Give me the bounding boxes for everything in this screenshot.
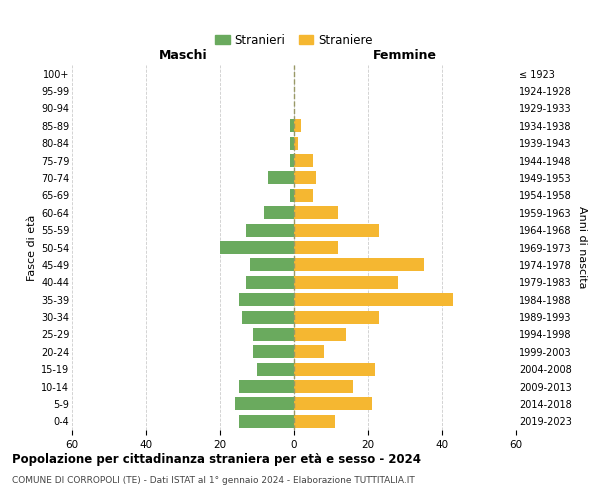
Bar: [250, 258, 294, 272]
Text: COMUNE DI CORROPOLI (TE) - Dati ISTAT al 1° gennaio 2024 - Elaborazione TUTTITAL: COMUNE DI CORROPOLI (TE) - Dati ISTAT al…: [12, 476, 415, 485]
Bar: [294, 346, 323, 358]
Bar: [239, 415, 294, 428]
Text: Femmine: Femmine: [373, 48, 437, 62]
Bar: [239, 380, 294, 393]
Bar: [294, 276, 398, 289]
Bar: [294, 172, 316, 184]
Bar: [257, 362, 294, 376]
Bar: [246, 224, 294, 236]
Bar: [294, 398, 372, 410]
Bar: [268, 172, 294, 184]
Bar: [242, 310, 294, 324]
Text: Maschi: Maschi: [158, 48, 208, 62]
Bar: [294, 258, 424, 272]
Y-axis label: Anni di nascita: Anni di nascita: [577, 206, 587, 289]
Bar: [290, 189, 294, 202]
Bar: [294, 206, 338, 220]
Bar: [294, 310, 379, 324]
Bar: [294, 362, 376, 376]
Bar: [294, 415, 335, 428]
Bar: [265, 206, 294, 220]
Legend: Stranieri, Straniere: Stranieri, Straniere: [211, 29, 377, 52]
Bar: [290, 154, 294, 167]
Bar: [294, 189, 313, 202]
Bar: [294, 380, 353, 393]
Bar: [294, 120, 301, 132]
Bar: [290, 120, 294, 132]
Bar: [290, 136, 294, 149]
Bar: [235, 398, 294, 410]
Bar: [220, 241, 294, 254]
Y-axis label: Fasce di età: Fasce di età: [26, 214, 37, 280]
Bar: [294, 328, 346, 341]
Bar: [246, 276, 294, 289]
Bar: [294, 136, 298, 149]
Bar: [253, 328, 294, 341]
Bar: [253, 346, 294, 358]
Bar: [239, 293, 294, 306]
Bar: [294, 293, 453, 306]
Bar: [294, 154, 313, 167]
Bar: [294, 241, 338, 254]
Bar: [294, 224, 379, 236]
Text: Popolazione per cittadinanza straniera per età e sesso - 2024: Popolazione per cittadinanza straniera p…: [12, 452, 421, 466]
